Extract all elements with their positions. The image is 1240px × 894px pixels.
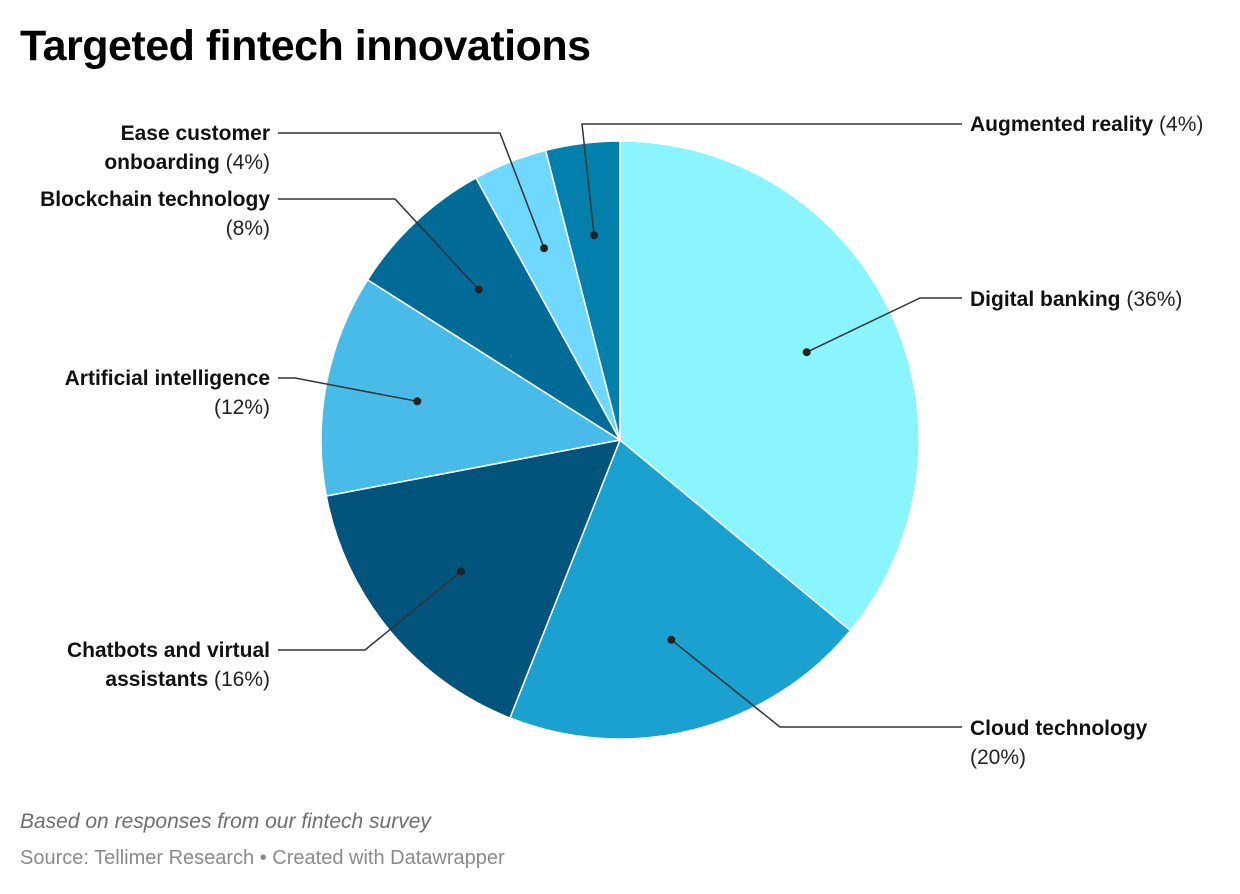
leader-dot [413, 397, 422, 406]
chart-notes: Based on responses from our fintech surv… [20, 810, 431, 833]
slice-labels: Digital banking (36%) Cloud technology (20… [40, 113, 1203, 769]
slice-label: (12%) [214, 396, 270, 419]
slice-label: Chatbots and virtual [67, 639, 270, 662]
slice-label: Cloud technology [970, 717, 1148, 740]
chart-source: Source: Tellimer Research • Created with… [20, 847, 505, 870]
leader-dot [590, 231, 599, 240]
slice-label: Blockchain technology [40, 188, 270, 211]
leader-line [670, 639, 962, 728]
pie-slices [320, 140, 920, 740]
leader-lines [278, 123, 962, 728]
slice-label: assistants (16%) [105, 668, 270, 691]
leader-dot [667, 635, 676, 644]
leader-line [581, 123, 962, 236]
leader-line [806, 297, 962, 353]
leader-line [278, 198, 480, 291]
pie-slice [508, 438, 852, 740]
leader-line [278, 570, 462, 651]
source-text: Source: Tellimer Research [20, 847, 255, 869]
slice-label: Digital banking (36%) [970, 288, 1182, 311]
slice-label: Ease customer [121, 122, 270, 145]
slice-label: Augmented reality (4%) [970, 113, 1203, 136]
leader-dot [540, 244, 549, 253]
leader-line [278, 132, 545, 249]
leader-dot [474, 285, 483, 294]
slice-label: (20%) [970, 746, 1026, 769]
slice-label: Artificial intelligence [65, 367, 270, 390]
chart-title: Targeted fintech innovations [20, 22, 591, 70]
leader-line [278, 377, 418, 403]
leader-dot [457, 567, 465, 576]
slice-label: (8%) [226, 217, 270, 240]
credit-text: Created with Datawrapper [272, 847, 505, 869]
separator: • [254, 847, 273, 869]
pie-slice [544, 140, 621, 441]
slice-label: onboarding (4%) [104, 151, 270, 174]
leader-dot [802, 348, 811, 357]
